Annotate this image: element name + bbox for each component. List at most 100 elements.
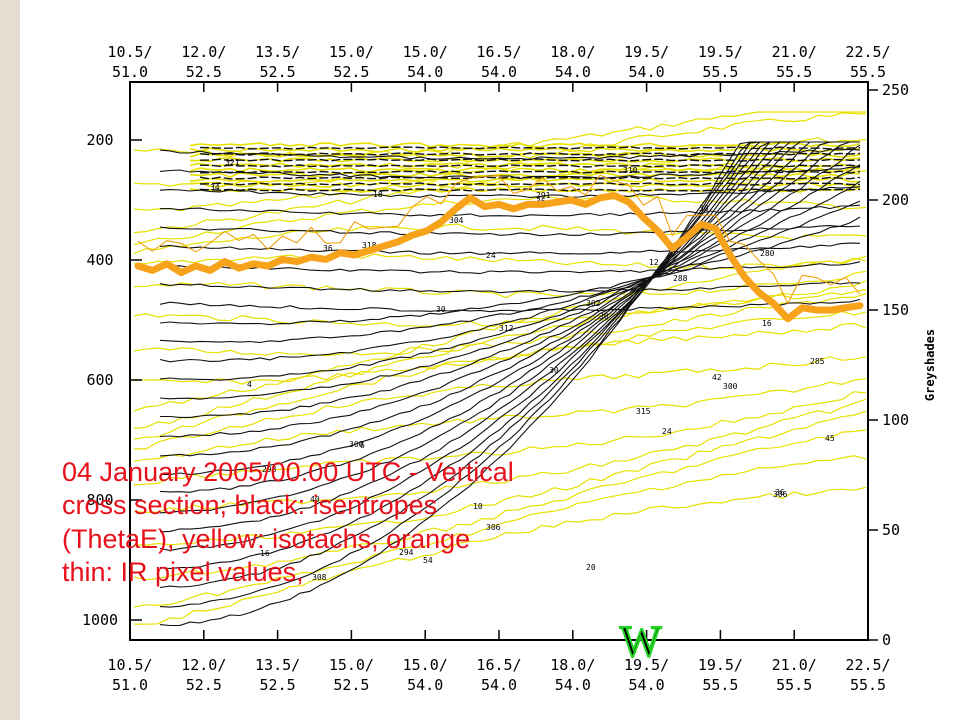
x-tick-label-top-lon: 19.5/	[698, 43, 743, 61]
isentrope-line	[199, 188, 861, 192]
isentrope-line	[159, 141, 860, 514]
y-right-tick-label: 100	[882, 411, 909, 429]
isentrope-label: 302	[586, 299, 601, 308]
x-tick-label-bottom-lat: 55.5	[850, 676, 886, 694]
isentrope-label: 288	[673, 274, 688, 283]
slide-side-band	[0, 0, 20, 720]
isotach-line	[189, 167, 861, 173]
x-tick-label-top-lat: 52.5	[333, 63, 369, 81]
isotach-label: 10	[473, 502, 483, 511]
x-tick-label-top-lon: 15.0/	[329, 43, 374, 61]
x-tick-label-top-lat: 55.5	[702, 63, 738, 81]
isentrope-line	[159, 242, 861, 255]
isentrope-label: 298	[262, 465, 277, 474]
x-tick-label-bottom-lon: 13.5/	[255, 656, 300, 674]
isotach-line	[133, 410, 867, 546]
isotach-line	[133, 195, 867, 246]
isentrope-label: 300	[349, 440, 364, 449]
isotach-label: 6	[360, 441, 365, 450]
x-tick-label-bottom-lon: 15.0/	[329, 656, 374, 674]
isentrope-label: 306	[486, 523, 501, 532]
isotach-label: 16	[762, 319, 772, 328]
isotach-line	[133, 165, 867, 234]
x-tick-label-top-lat: 54.0	[555, 63, 591, 81]
y-right-tick-label: 250	[882, 81, 909, 99]
isotach-label: 30	[549, 366, 559, 375]
isentrope-label: 291	[536, 191, 551, 200]
isotach-line	[134, 356, 867, 450]
isentrope-label: 308	[312, 573, 327, 582]
isentrope-line	[159, 164, 861, 381]
isotach-label: 4	[247, 380, 252, 389]
isentrope-line	[199, 164, 861, 168]
isotach-line	[133, 288, 867, 429]
x-tick-label-bottom-lon: 22.5/	[845, 656, 890, 674]
x-tick-label-bottom-lat: 52.5	[260, 676, 296, 694]
isotach-line	[133, 455, 867, 608]
isentrope-label: 312	[499, 324, 514, 333]
x-tick-label-bottom-lat: 52.5	[333, 676, 369, 694]
x-tick-label-top-lon: 15.0/	[403, 43, 448, 61]
isentrope-label: 315	[636, 407, 651, 416]
x-tick-label-bottom-lon: 10.5/	[107, 656, 152, 674]
isotach-line	[133, 253, 867, 270]
y-left-tick-label: 600	[86, 371, 113, 389]
isotach-line	[133, 270, 867, 299]
figure-caption: 04 January 2005/00.00 UTC - Vertical cro…	[62, 457, 522, 588]
isentrope-line	[159, 180, 861, 363]
isotach-label: 24	[486, 251, 496, 260]
x-tick-label-top-lon: 22.5/	[845, 43, 890, 61]
x-tick-label-top-lat: 51.0	[112, 63, 148, 81]
isentrope-line	[159, 141, 860, 570]
x-tick-label-top-lat: 55.5	[850, 63, 886, 81]
isentrope-line	[159, 281, 861, 294]
x-tick-label-top-lon: 21.0/	[772, 43, 817, 61]
y-right-axis-label: Greyshades	[923, 329, 937, 401]
x-tick-label-bottom-lat: 52.5	[186, 676, 222, 694]
isentrope-line	[159, 141, 860, 533]
x-tick-label-top-lon: 13.5/	[255, 43, 300, 61]
isentrope-line	[199, 146, 861, 150]
isentrope-label: 310	[623, 166, 638, 175]
x-tick-label-top-lon: 18.0/	[550, 43, 595, 61]
isotach-label: 12	[649, 258, 659, 267]
isentrope-line	[199, 182, 861, 186]
isentrope-line	[159, 141, 860, 627]
y-right-tick-label: 0	[882, 631, 891, 649]
isotach-label: 34	[210, 183, 220, 192]
isotach-label: 36	[775, 488, 785, 497]
isentrope-label: 285	[810, 357, 825, 366]
isotach-line	[133, 486, 867, 625]
isentrope-line	[159, 144, 861, 400]
isotach-line	[189, 177, 861, 183]
x-tick-label-bottom-lon: 12.0/	[181, 656, 226, 674]
x-tick-label-bottom-lat: 54.0	[481, 676, 517, 694]
y-left-tick-label: 1000	[82, 611, 118, 629]
isotach-label: 16	[260, 549, 270, 558]
isotach-line	[133, 391, 867, 486]
isentrope-line	[199, 152, 861, 156]
isotach-label: 30	[699, 204, 709, 213]
isentrope-line	[159, 141, 860, 457]
x-tick-label-bottom-lon: 15.0/	[403, 656, 448, 674]
wind-marker: W	[620, 617, 662, 666]
y-right-tick-label: 200	[882, 191, 909, 209]
isotach-label: 30	[436, 305, 446, 314]
isotach-line	[189, 147, 861, 153]
cross-section-chart: 3213183123153063083043023002982942912882…	[82, 43, 937, 694]
y-right-tick-label: 150	[882, 301, 909, 319]
x-tick-label-bottom-lon: 16.5/	[476, 656, 521, 674]
x-tick-label-top-lon: 16.5/	[476, 43, 521, 61]
isotach-label: 24	[662, 427, 672, 436]
isentrope-line	[199, 176, 861, 180]
x-tick-label-top-lat: 55.5	[776, 63, 812, 81]
isotach-label: 36	[323, 244, 333, 253]
x-tick-label-bottom-lat: 54.0	[629, 676, 665, 694]
x-tick-label-top-lat: 54.0	[629, 63, 665, 81]
x-tick-label-bottom-lat: 54.0	[555, 676, 591, 694]
isotach-label: 30	[599, 312, 609, 321]
isentrope-label: 300	[723, 382, 738, 391]
isentrope-line	[159, 225, 861, 237]
isentrope-label: 294	[399, 548, 414, 557]
isotach-line	[133, 322, 867, 440]
